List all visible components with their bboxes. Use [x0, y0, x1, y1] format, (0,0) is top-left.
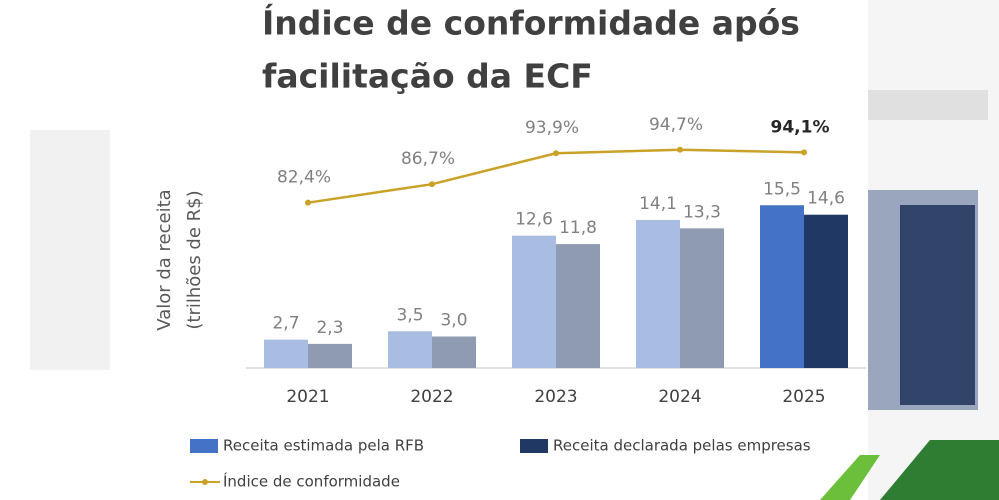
bar	[264, 339, 308, 368]
value-label: 13,3	[683, 202, 721, 222]
value-label: 2,3	[316, 318, 343, 338]
line-point	[553, 150, 559, 157]
value-label: 11,8	[559, 218, 597, 238]
bar	[556, 244, 600, 368]
value-label: 14,6	[807, 189, 845, 209]
line-point	[429, 181, 435, 188]
value-label: 94,7%	[649, 115, 703, 135]
value-label: 93,9%	[525, 118, 579, 138]
legend-marker	[202, 479, 208, 485]
value-label: 3,5	[396, 305, 423, 325]
value-label: 12,6	[515, 210, 553, 230]
bar	[308, 343, 352, 368]
legend-swatch	[190, 439, 218, 453]
value-label: 15,5	[763, 179, 801, 199]
legend-label: Receita estimada pela RFB	[223, 437, 424, 455]
bar	[512, 235, 556, 368]
legend-label: Receita declarada pelas empresas	[553, 437, 811, 455]
value-label: 3,0	[440, 311, 467, 331]
chart-title: facilitação da ECF	[262, 57, 593, 96]
bar	[680, 228, 724, 368]
y-axis-label: (trilhões de R$)	[184, 190, 205, 329]
value-label: 94,1%	[771, 117, 830, 137]
value-label: 86,7%	[401, 149, 455, 169]
legend-swatch	[520, 439, 548, 453]
line-point	[801, 149, 807, 156]
x-tick-label: 2022	[410, 387, 453, 407]
legend-label: Índice de conformidade	[223, 472, 400, 491]
line-point	[305, 199, 311, 206]
bar	[636, 219, 680, 368]
y-axis-label: Valor da receita	[154, 189, 175, 330]
value-label: 2,7	[272, 314, 299, 334]
x-tick-label: 2025	[782, 387, 825, 407]
bar	[388, 331, 432, 368]
x-tick-label: 2021	[286, 387, 329, 407]
bar	[804, 214, 848, 368]
bar	[760, 205, 804, 368]
value-label: 82,4%	[277, 168, 331, 188]
value-label: 14,1	[639, 194, 677, 214]
bar	[432, 336, 476, 368]
chart-title: Índice de conformidade após	[262, 3, 800, 43]
x-tick-label: 2024	[658, 387, 701, 407]
line-point	[677, 146, 683, 153]
x-tick-label: 2023	[534, 387, 577, 407]
